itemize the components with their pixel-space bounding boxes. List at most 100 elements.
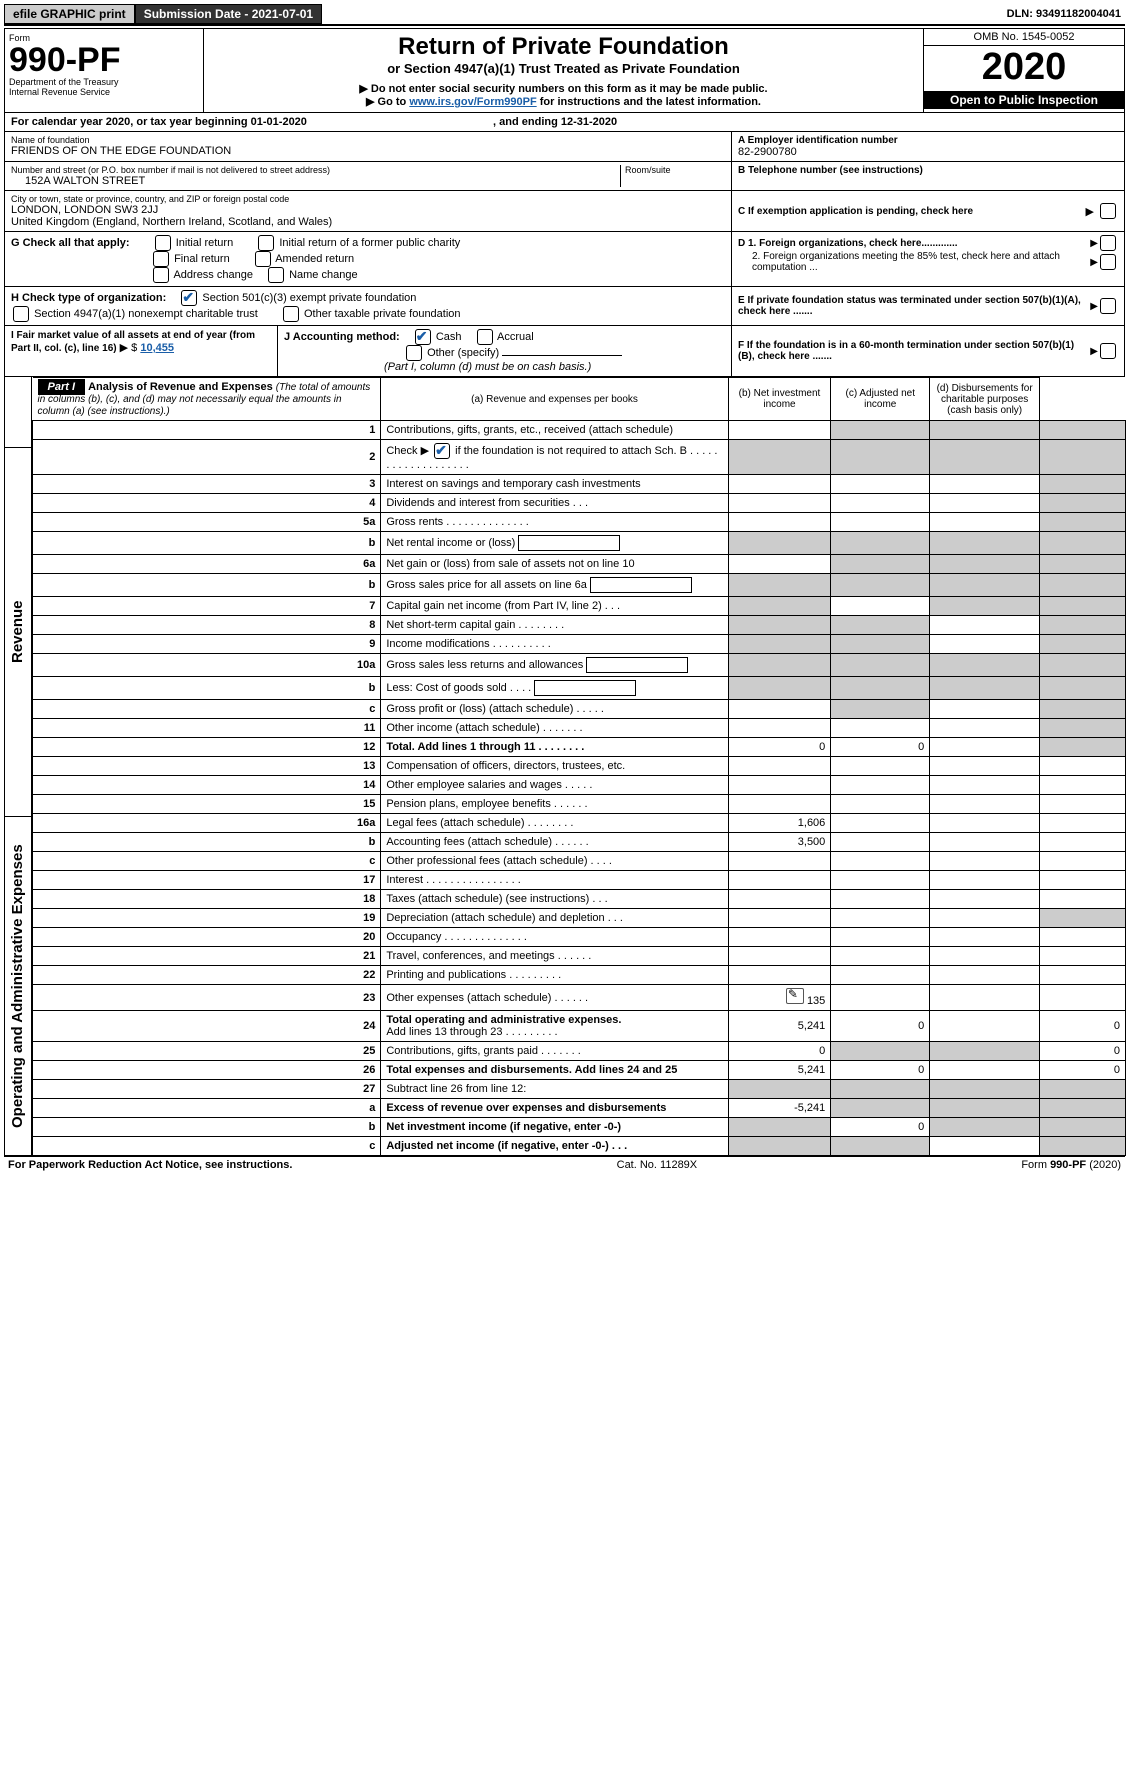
f-text: F If the foundation is in a 60-month ter… [738,340,1090,362]
line-22: 22Printing and publications . . . . . . … [33,966,1126,985]
side-labels: Revenue Operating and Administrative Exp… [4,377,32,1156]
note2-pre: ▶ Go to [366,96,409,108]
footer: For Paperwork Reduction Act Notice, see … [4,1156,1125,1173]
form-header: Form 990-PF Department of the Treasury I… [4,28,1125,113]
submission-button[interactable]: Submission Date - 2021-07-01 [135,4,322,24]
l24-desc: Total operating and administrative expen… [381,1011,728,1042]
v26d: 0 [1040,1061,1126,1080]
f-cell: F If the foundation is in a 60-month ter… [732,326,1124,376]
address-cell: Number and street (or P.O. box number if… [5,162,732,190]
g-name-checkbox[interactable] [268,267,284,283]
city-c-row: City or town, state or province, country… [4,191,1125,232]
l22-desc: Printing and publications . . . . . . . … [381,966,728,985]
irs-link[interactable]: www.irs.gov/Form990PF [409,96,536,108]
header-right: OMB No. 1545-0052 2020 Open to Public In… [923,29,1124,112]
l4-desc: Dividends and interest from securities .… [381,494,728,513]
l19-desc: Depreciation (attach schedule) and deple… [381,909,728,928]
c-cell: C If exemption application is pending, c… [732,191,1124,231]
city-label: City or town, state or province, country… [11,194,725,204]
line-11: 11Other income (attach schedule) . . . .… [33,719,1126,738]
line-13: 13Compensation of officers, directors, t… [33,757,1126,776]
g-address-checkbox[interactable] [153,267,169,283]
j-o3: Other (specify) [427,347,499,359]
d1-checkbox[interactable] [1100,235,1116,251]
line-16b: bAccounting fees (attach schedule) . . .… [33,833,1126,852]
footer-mid: Cat. No. 11289X [617,1159,698,1171]
form-note2: ▶ Go to www.irs.gov/Form990PF for instru… [212,95,915,108]
c-text: C If exemption application is pending, c… [738,206,1082,217]
h-4947-checkbox[interactable] [13,306,29,322]
l21-desc: Travel, conferences, and meetings . . . … [381,947,728,966]
l2-checkbox[interactable] [434,443,450,459]
g-amended-checkbox[interactable] [255,251,271,267]
line-1: 1Contributions, gifts, grants, etc., rec… [33,421,1126,440]
i-value[interactable]: 10,455 [140,342,174,354]
h-other-checkbox[interactable] [283,306,299,322]
line-27b: bNet investment income (if negative, ent… [33,1118,1126,1137]
v25a: 0 [728,1042,831,1061]
line-5a: 5aGross rents . . . . . . . . . . . . . … [33,513,1126,532]
c-checkbox[interactable] [1100,203,1116,219]
name-label: Name of foundation [11,135,725,145]
l10a-box[interactable] [586,657,688,673]
g-initial-former-checkbox[interactable] [258,235,274,251]
l9-desc: Income modifications . . . . . . . . . . [381,635,728,654]
header-left: Form 990-PF Department of the Treasury I… [5,29,204,112]
line-14: 14Other employee salaries and wages . . … [33,776,1126,795]
l12-desc: Total. Add lines 1 through 11 . . . . . … [381,738,728,757]
f-checkbox[interactable] [1100,343,1116,359]
j-cell: J Accounting method: Cash Accrual Other … [278,326,732,376]
tel-label: B Telephone number (see instructions) [738,165,1118,176]
l24b: Add lines 13 through 23 . . . . . . . . … [386,1026,557,1038]
l6b-box[interactable] [590,577,692,593]
v26b: 0 [831,1061,930,1080]
dept-text: Department of the Treasury [9,77,199,87]
attachment-icon[interactable] [786,988,804,1004]
g-cell: G Check all that apply: Initial return I… [5,232,732,286]
l10b-box[interactable] [534,680,636,696]
e-checkbox[interactable] [1100,298,1116,314]
form-note1: ▶ Do not enter social security numbers o… [212,82,915,95]
cal-end: , and ending 12-31-2020 [493,116,617,128]
d2-checkbox[interactable] [1100,254,1116,270]
j-accrual-checkbox[interactable] [477,329,493,345]
efile-button[interactable]: efile GRAPHIC print [4,4,135,24]
h-501c3-checkbox[interactable] [181,290,197,306]
g-final-checkbox[interactable] [153,251,169,267]
l14-desc: Other employee salaries and wages . . . … [381,776,728,795]
l8-desc: Net short-term capital gain . . . . . . … [381,616,728,635]
g-o6: Name change [289,269,358,281]
line-25: 25Contributions, gifts, grants paid . . … [33,1042,1126,1061]
line-16c: cOther professional fees (attach schedul… [33,852,1126,871]
l5b-box[interactable] [518,535,620,551]
line-3: 3Interest on savings and temporary cash … [33,475,1126,494]
h-o2: Section 4947(a)(1) nonexempt charitable … [34,308,258,320]
l10a-desc: Gross sales less returns and allowances [381,654,728,677]
d-cell: D 1. Foreign organizations, check here..… [732,232,1124,286]
addr-label: Number and street (or P.O. box number if… [11,165,620,175]
g-o4: Amended return [275,253,354,265]
open-public-badge: Open to Public Inspection [924,91,1124,109]
l5b-desc: Net rental income or (loss) [381,532,728,555]
j-other-checkbox[interactable] [406,345,422,361]
line-12: 12Total. Add lines 1 through 11 . . . . … [33,738,1126,757]
v23-cell: 135 [728,985,831,1011]
l13-desc: Compensation of officers, directors, tru… [381,757,728,776]
cal-begin: For calendar year 2020, or tax year begi… [11,116,307,128]
g-initial-checkbox[interactable] [155,235,171,251]
j-note: (Part I, column (d) must be on cash basi… [384,361,591,373]
l2-desc: Check ▶ if the foundation is not require… [381,440,728,475]
j-cash-checkbox[interactable] [415,329,431,345]
form-title: Return of Private Foundation [212,33,915,61]
l6b-text: Gross sales price for all assets on line… [386,579,587,591]
h-o3: Other taxable private foundation [304,308,461,320]
l7-desc: Capital gain net income (from Part IV, l… [381,597,728,616]
line-19: 19Depreciation (attach schedule) and dep… [33,909,1126,928]
g-o1: Initial return [176,237,233,249]
h-e-row: H Check type of organization: Section 50… [4,287,1125,326]
address-row: Number and street (or P.O. box number if… [4,162,1125,191]
v24a: 5,241 [728,1011,831,1042]
e-cell: E If private foundation status was termi… [732,287,1124,325]
h-cell: H Check type of organization: Section 50… [5,287,732,325]
l10a-text: Gross sales less returns and allowances [386,659,583,671]
